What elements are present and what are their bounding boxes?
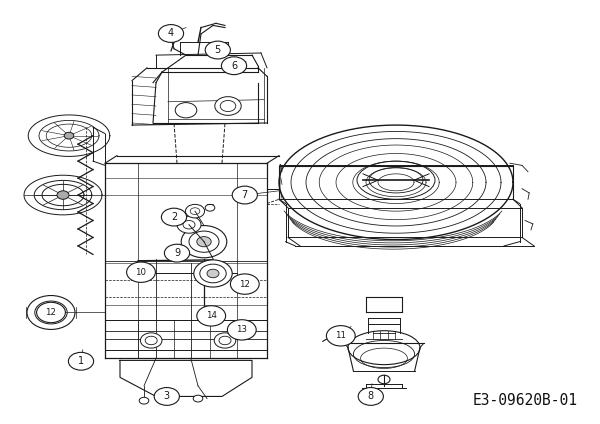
Circle shape bbox=[220, 100, 236, 112]
Circle shape bbox=[64, 132, 74, 139]
Text: 13: 13 bbox=[236, 325, 247, 335]
Circle shape bbox=[35, 301, 67, 324]
Circle shape bbox=[175, 103, 197, 118]
Text: 8: 8 bbox=[368, 391, 374, 402]
Circle shape bbox=[57, 191, 69, 199]
Circle shape bbox=[181, 226, 227, 258]
Circle shape bbox=[194, 260, 232, 287]
Text: 2: 2 bbox=[171, 212, 177, 222]
Circle shape bbox=[197, 237, 211, 247]
Circle shape bbox=[190, 208, 200, 215]
Text: 3: 3 bbox=[164, 391, 170, 402]
Circle shape bbox=[205, 41, 230, 59]
Text: 9: 9 bbox=[174, 248, 180, 258]
Circle shape bbox=[197, 306, 226, 326]
Circle shape bbox=[227, 320, 256, 340]
Circle shape bbox=[183, 220, 195, 229]
Circle shape bbox=[44, 307, 58, 318]
Circle shape bbox=[139, 397, 149, 404]
Text: 10: 10 bbox=[136, 268, 146, 277]
Text: 5: 5 bbox=[215, 45, 221, 55]
Circle shape bbox=[205, 204, 215, 211]
Circle shape bbox=[145, 336, 157, 345]
Circle shape bbox=[207, 269, 219, 278]
Circle shape bbox=[230, 274, 259, 294]
Circle shape bbox=[177, 216, 201, 233]
Circle shape bbox=[189, 231, 219, 252]
Text: 11: 11 bbox=[335, 331, 346, 340]
Circle shape bbox=[193, 395, 203, 402]
Circle shape bbox=[68, 352, 94, 370]
Circle shape bbox=[215, 97, 241, 115]
Circle shape bbox=[37, 302, 65, 323]
Text: 12: 12 bbox=[46, 308, 56, 317]
Text: 6: 6 bbox=[231, 61, 237, 71]
Circle shape bbox=[219, 336, 231, 345]
Text: 14: 14 bbox=[206, 311, 217, 321]
Circle shape bbox=[326, 326, 355, 346]
Circle shape bbox=[214, 333, 236, 348]
Circle shape bbox=[158, 25, 184, 42]
Circle shape bbox=[378, 375, 390, 384]
Circle shape bbox=[185, 204, 205, 218]
Circle shape bbox=[358, 388, 383, 405]
Circle shape bbox=[127, 262, 155, 282]
Text: E3-09620B-01: E3-09620B-01 bbox=[473, 393, 577, 408]
Circle shape bbox=[164, 244, 190, 262]
Circle shape bbox=[27, 296, 75, 329]
Text: 1: 1 bbox=[78, 356, 84, 366]
Circle shape bbox=[200, 264, 226, 283]
Circle shape bbox=[232, 186, 257, 204]
Text: 7: 7 bbox=[242, 190, 248, 200]
Circle shape bbox=[161, 208, 187, 226]
Text: 4: 4 bbox=[168, 28, 174, 39]
Circle shape bbox=[221, 57, 247, 75]
Circle shape bbox=[154, 388, 179, 405]
Circle shape bbox=[140, 333, 162, 348]
Text: 12: 12 bbox=[239, 279, 250, 289]
